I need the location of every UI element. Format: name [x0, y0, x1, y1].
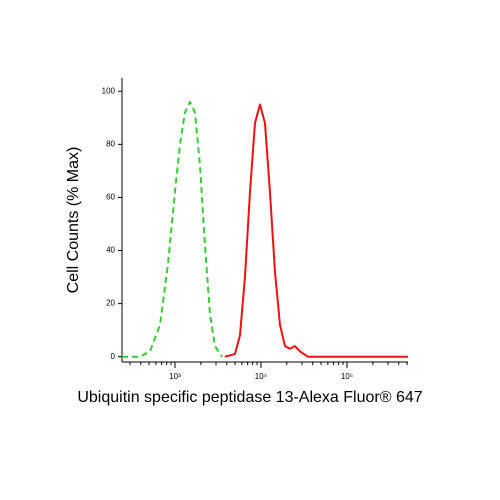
- y-tick-label: 20: [106, 299, 115, 308]
- x-tick-label: 10⁴: [255, 372, 268, 381]
- y-tick-label: 40: [106, 246, 115, 255]
- x-axis-label: Ubiquitin specific peptidase 13-Alexa Fl…: [77, 389, 422, 406]
- y-tick-label: 80: [106, 139, 115, 148]
- y-tick-label: 60: [106, 193, 115, 202]
- y-axis-label: Cell Counts (% Max): [65, 147, 82, 294]
- x-tick-label: 10³: [169, 372, 181, 381]
- y-tick-label: 0: [111, 352, 116, 361]
- histogram-line: [122, 100, 223, 358]
- x-tick-label: 10⁵: [341, 372, 353, 381]
- histogram-line: [224, 103, 408, 358]
- y-tick-label: 100: [102, 86, 116, 95]
